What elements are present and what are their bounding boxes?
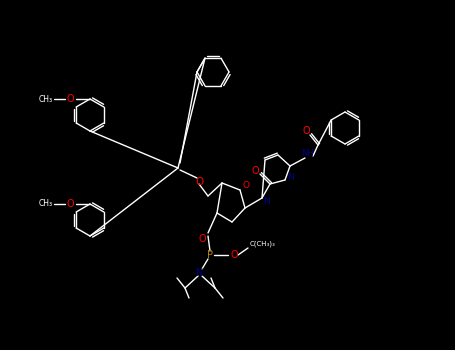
- Text: O: O: [66, 94, 74, 104]
- Text: O: O: [243, 181, 249, 189]
- Text: CH₃: CH₃: [39, 199, 53, 209]
- Text: P: P: [207, 250, 213, 260]
- Text: NH: NH: [302, 149, 314, 159]
- Text: O: O: [302, 126, 310, 136]
- Text: N: N: [196, 268, 204, 278]
- Text: O: O: [66, 199, 74, 209]
- Text: O: O: [198, 234, 206, 244]
- Text: N: N: [287, 174, 293, 182]
- Text: CH₃: CH₃: [39, 94, 53, 104]
- Text: O: O: [196, 177, 204, 187]
- Text: N: N: [263, 196, 269, 205]
- Text: O: O: [251, 166, 259, 176]
- Text: O: O: [230, 250, 238, 260]
- Text: C(CH₃)₃: C(CH₃)₃: [249, 241, 275, 247]
